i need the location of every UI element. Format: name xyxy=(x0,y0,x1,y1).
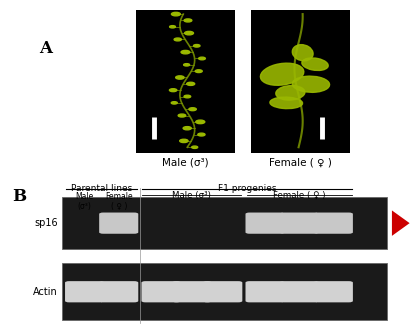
Ellipse shape xyxy=(270,97,302,109)
Circle shape xyxy=(170,26,176,28)
Circle shape xyxy=(184,19,192,22)
Circle shape xyxy=(176,76,184,79)
Circle shape xyxy=(171,102,177,104)
FancyBboxPatch shape xyxy=(251,10,350,153)
Circle shape xyxy=(184,95,191,98)
Ellipse shape xyxy=(276,86,305,100)
Circle shape xyxy=(184,63,189,66)
Text: sp16: sp16 xyxy=(34,218,58,228)
FancyBboxPatch shape xyxy=(172,281,211,302)
Circle shape xyxy=(178,114,186,117)
Text: Male (σ³): Male (σ³) xyxy=(173,190,211,200)
FancyBboxPatch shape xyxy=(246,213,285,234)
FancyBboxPatch shape xyxy=(99,281,138,302)
FancyBboxPatch shape xyxy=(65,281,104,302)
FancyBboxPatch shape xyxy=(62,264,387,320)
Circle shape xyxy=(171,12,180,16)
FancyBboxPatch shape xyxy=(280,213,319,234)
Text: Parental lines: Parental lines xyxy=(71,184,132,193)
Ellipse shape xyxy=(292,45,313,61)
Text: B: B xyxy=(13,189,26,206)
FancyBboxPatch shape xyxy=(246,281,285,302)
Ellipse shape xyxy=(292,76,330,92)
Circle shape xyxy=(192,146,198,148)
Text: A: A xyxy=(39,40,52,57)
Text: Male (σ³): Male (σ³) xyxy=(162,158,209,168)
FancyBboxPatch shape xyxy=(99,213,138,234)
Circle shape xyxy=(181,50,190,54)
Ellipse shape xyxy=(302,58,328,70)
FancyBboxPatch shape xyxy=(142,281,181,302)
Circle shape xyxy=(199,57,205,60)
Text: F1 progenies: F1 progenies xyxy=(218,184,276,193)
Circle shape xyxy=(196,120,205,124)
FancyBboxPatch shape xyxy=(280,281,319,302)
Text: Male
(σ³): Male (σ³) xyxy=(76,192,94,211)
Circle shape xyxy=(183,127,191,130)
Circle shape xyxy=(169,89,177,92)
Circle shape xyxy=(195,70,202,72)
Text: Female ( ♀ ): Female ( ♀ ) xyxy=(269,158,332,168)
Text: Actin: Actin xyxy=(33,287,58,297)
FancyBboxPatch shape xyxy=(136,10,235,153)
Circle shape xyxy=(180,139,188,142)
FancyBboxPatch shape xyxy=(314,281,353,302)
Circle shape xyxy=(187,82,195,86)
FancyBboxPatch shape xyxy=(314,213,353,234)
Text: Female ( ♀ ): Female ( ♀ ) xyxy=(273,190,326,200)
Circle shape xyxy=(185,31,194,35)
Ellipse shape xyxy=(260,63,304,85)
FancyBboxPatch shape xyxy=(203,281,242,302)
Text: Female
( ♀ ): Female ( ♀ ) xyxy=(105,192,133,211)
Circle shape xyxy=(194,44,200,47)
Circle shape xyxy=(198,133,205,136)
Polygon shape xyxy=(392,211,410,236)
Circle shape xyxy=(174,38,181,41)
FancyBboxPatch shape xyxy=(62,197,387,249)
Circle shape xyxy=(189,108,196,111)
